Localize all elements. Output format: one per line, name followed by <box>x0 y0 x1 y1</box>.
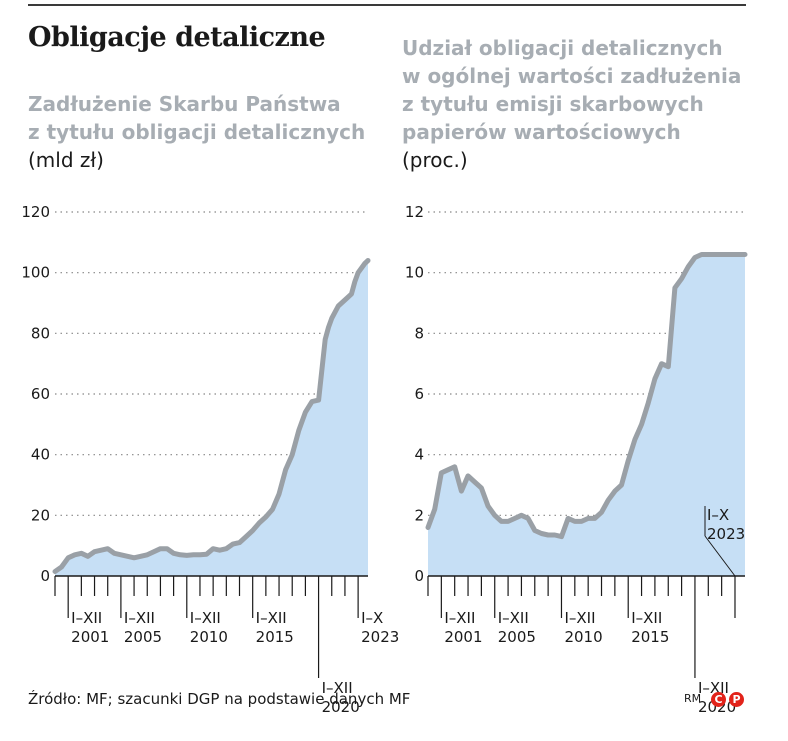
left-y-tick-label: 0 <box>40 567 50 585</box>
left-x-tick-label: I–XII <box>190 609 221 627</box>
left-y-tick-label: 120 <box>21 203 50 221</box>
left-series-area <box>55 260 368 576</box>
left-x-tick-label: I–XII <box>71 609 102 627</box>
left-x-tick-label: 2005 <box>124 628 162 646</box>
source-note: Źródło: MF; szacunki DGP na podstawie da… <box>28 690 411 708</box>
copyright-c-icon: C <box>711 692 726 707</box>
right-chart-title-line: papierów wartościowych <box>402 120 681 144</box>
right-y-tick-label: 10 <box>405 264 424 282</box>
right-annotation-leader <box>704 535 736 577</box>
right-chart-subtitle: Udział obligacji detalicznych w ogólnej … <box>402 34 741 174</box>
left-x-tick-label: 2010 <box>190 628 228 646</box>
left-y-tick-label: 80 <box>31 324 50 342</box>
left-y-tick-label: 20 <box>31 506 50 524</box>
right-x-tick-label: I–XII <box>444 609 475 627</box>
left-series-line <box>52 258 371 574</box>
left-chart-unit: (mld zł) <box>28 148 104 172</box>
right-x-tick-label: I–XII <box>564 609 595 627</box>
right-series-line <box>425 252 748 540</box>
right-y-tick-label: 12 <box>405 203 424 221</box>
right-x-tick-label: 2010 <box>564 628 602 646</box>
right-y-tick-label: 4 <box>414 446 424 464</box>
left-x-tick-label: 2015 <box>256 628 294 646</box>
left-chart-title-line: z tytułu obligacji detalicznych <box>28 120 366 144</box>
left-x-tick-label: 2023 <box>361 628 399 646</box>
right-annotation-label: 2023 <box>707 525 745 543</box>
left-x-tick-label: I–X <box>361 609 383 627</box>
right-y-tick-label: 2 <box>414 506 424 524</box>
author-credit: RM <box>684 692 702 705</box>
left-y-tick-label: 60 <box>31 385 50 403</box>
copyright-p-icon: P <box>729 692 744 707</box>
right-x-tick-label: 2020 <box>698 698 736 716</box>
right-x-tick-label: 2015 <box>631 628 669 646</box>
left-y-tick-label: 100 <box>21 264 50 282</box>
right-chart-title-line: w ogólnej wartości zadłużenia <box>402 64 742 88</box>
right-annotation-label: I–X <box>707 506 729 524</box>
right-y-tick-label: 6 <box>414 385 424 403</box>
left-chart-subtitle: Zadłużenie Skarbu Państwa z tytułu oblig… <box>28 90 365 174</box>
top-rule <box>28 4 746 6</box>
right-chart-unit: (proc.) <box>402 148 468 172</box>
left-x-tick-label: 2020 <box>322 698 360 716</box>
right-x-tick-label: 2001 <box>444 628 482 646</box>
left-chart-title-line: Zadłużenie Skarbu Państwa <box>28 92 341 116</box>
page-title: Obligacje detaliczne <box>28 22 326 53</box>
right-y-tick-label: 8 <box>414 324 424 342</box>
left-x-tick-label: 2001 <box>71 628 109 646</box>
left-x-tick-label: I–XII <box>322 679 353 697</box>
right-x-tick-label: I–XII <box>498 609 529 627</box>
left-x-tick-label: I–XII <box>124 609 155 627</box>
right-x-tick-label: I–XII <box>631 609 662 627</box>
right-x-tick-label: 2005 <box>498 628 536 646</box>
left-x-tick-label: I–XII <box>256 609 287 627</box>
left-y-tick-label: 40 <box>31 446 50 464</box>
right-chart-title-line: Udział obligacji detalicznych <box>402 36 723 60</box>
right-chart-title-line: z tytułu emisji skarbowych <box>402 92 704 116</box>
right-series-area <box>428 254 745 576</box>
right-y-tick-label: 0 <box>414 567 424 585</box>
